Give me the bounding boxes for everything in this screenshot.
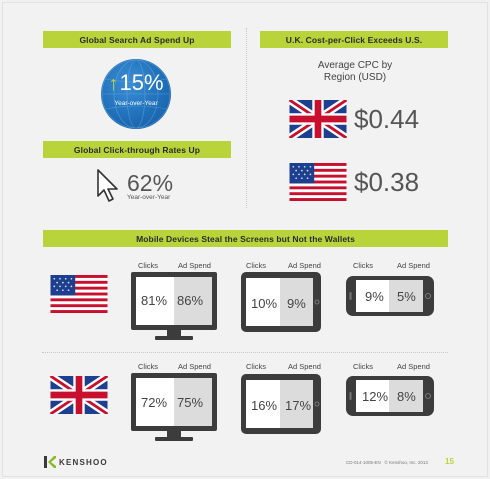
footer-legal: CD-014-1005-EN © Kenshoo, Inc. 2013 [346,460,428,465]
kenshoo-logo: KENSHOO [44,456,108,468]
desktop-monitor-icon [131,373,217,441]
smartphone-icon [346,276,434,316]
uk-tablet-clicks-label: Clicks [246,362,266,371]
us-desktop-clicks: 81% [141,293,168,308]
us-phone-adspend-label: Ad Spend [397,261,430,270]
us-flag-icon [289,163,347,201]
cpc-subtitle-line2: Region (USD) [323,72,387,83]
search-spend-label: Year-over-Year [114,100,158,107]
us-desktop-adspend-label: Ad Spend [178,261,211,270]
tablet-icon [241,272,321,332]
uk-flag-icon [289,100,347,138]
smartphone-icon [346,376,434,416]
cpc-subtitle-line1: Average CPC by [317,60,393,71]
us-tablet-adspend: 9% [287,296,306,311]
tablet-icon [241,374,321,434]
uk-tablet-adspend: 17% [285,398,312,413]
uk-desktop-adspend: 75% [177,395,204,410]
uk-flag-devices-icon [49,376,109,414]
mouse-cursor-icon [97,169,118,202]
us-flag-devices-icon [50,275,108,313]
uk-desktop-clicks-label: Clicks [138,362,158,371]
uk-tablet-clicks: 16% [251,398,278,413]
search-spend-value: 15% [119,70,164,95]
footer-copyright: © Kenshoo, Inc. 2013 [384,460,428,465]
uk-phone-clicks-label: Clicks [353,362,373,371]
kenshoo-wordmark: KENSHOO [59,457,108,467]
footer-code: CD-014-1005-EN [346,460,381,465]
uk-tablet-adspend-label: Ad Spend [288,362,321,371]
us-tablet-adspend-label: Ad Spend [288,261,321,270]
banner-ctr: Global Click-through Rates Up [43,141,231,158]
globe-grid-icon [101,59,171,129]
banner-global-search: Global Search Ad Spend Up [43,31,231,48]
desktop-monitor-icon [131,272,217,340]
page-number: 15 [445,457,454,466]
uk-desktop-adspend-label: Ad Spend [178,362,211,371]
banner-uk-cpc: U.K. Cost-per-Click Exceeds U.S. [260,31,448,48]
us-tablet-clicks-label: Clicks [246,261,266,270]
us-desktop-clicks-label: Clicks [138,261,158,270]
us-phone-clicks: 9% [365,289,384,304]
uk-phone-adspend: 8% [397,389,416,404]
uk-desktop-clicks: 72% [141,395,168,410]
banner-mobile: Mobile Devices Steal the Screens but Not… [43,230,448,247]
up-arrow-icon: ↑ [108,73,119,95]
row-divider [42,352,448,353]
uk-cpc-value: $0.44 [354,104,420,134]
ctr-value: 62% [127,170,174,196]
uk-phone-adspend-label: Ad Spend [397,362,430,371]
us-phone-clicks-label: Clicks [353,261,373,270]
us-phone-adspend: 5% [397,289,416,304]
uk-phone-clicks: 12% [362,389,389,404]
us-desktop-adspend: 86% [177,293,204,308]
globe-icon: ↑15% Year-over-Year [101,59,171,129]
kenshoo-k-icon [44,456,56,468]
us-tablet-clicks: 10% [251,296,278,311]
section-divider-vertical [246,28,247,208]
us-cpc-value: $0.38 [354,167,420,197]
cpc-subtitle: Average CPC by Region (USD) [296,60,414,84]
ctr-label: Year-over-Year [127,194,171,201]
